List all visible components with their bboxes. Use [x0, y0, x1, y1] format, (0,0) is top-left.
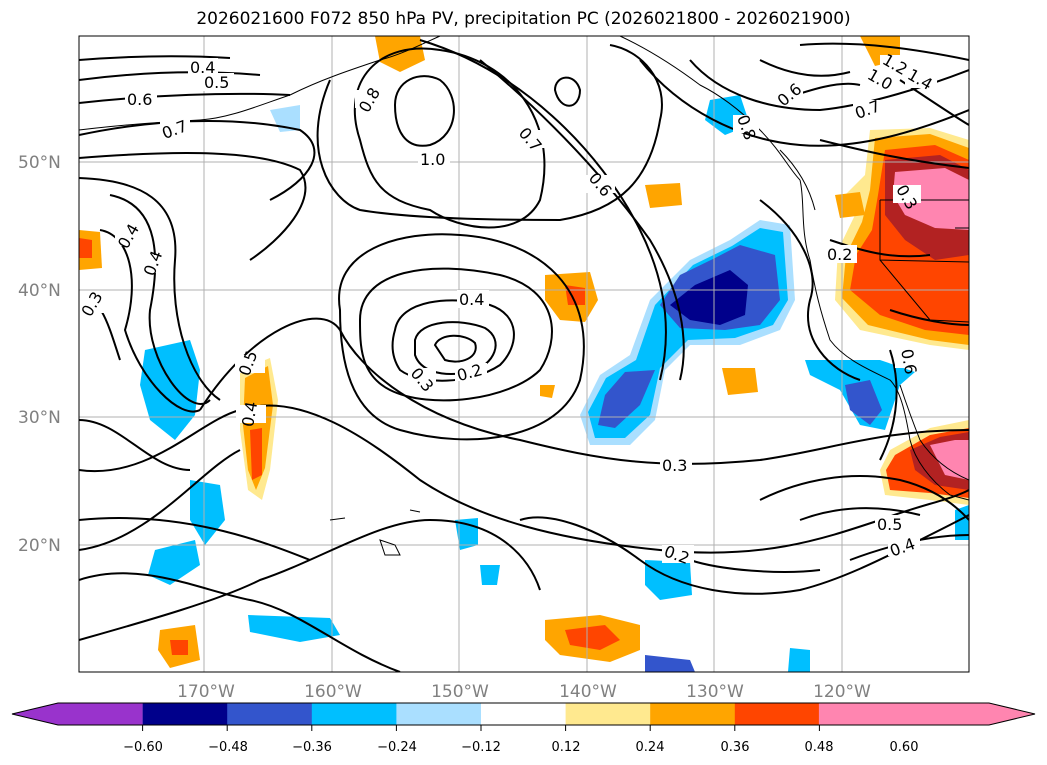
- lon-label: 150°W: [431, 682, 489, 702]
- colorbar-outline: [11, 702, 1036, 726]
- shade-neg-main-5: [670, 270, 748, 325]
- lat-label: 30°N: [18, 408, 61, 428]
- colorbar-swatch: [650, 703, 736, 725]
- colorbar-swatch: [142, 703, 228, 725]
- colorbar-swatches: [12, 703, 1035, 725]
- map-area: 0.4 0.5 0.6 0.7 0.8 1.0 0.7 0.6 0.6 0.8 …: [79, 36, 969, 672]
- shade-neg-w8: [788, 648, 810, 672]
- shade-pos-5b: [565, 625, 620, 650]
- colorbar-ticks: [142, 725, 820, 731]
- lat-label: 50°N: [18, 153, 61, 173]
- contour-label: 0.2: [827, 245, 852, 264]
- shade-pos-7: [645, 183, 682, 208]
- contour-label: 1.0: [420, 150, 445, 169]
- shade-neg-main-4: [598, 370, 655, 428]
- shade-pos-12b: [79, 238, 92, 258]
- colorbar-swatch: [227, 703, 313, 725]
- map-title: 2026021600 F072 850 hPa PV, precipitatio…: [196, 9, 851, 29]
- shade-neg-w11: [955, 505, 969, 540]
- lon-label: 120°W: [813, 682, 871, 702]
- lon-label: 170°W: [177, 682, 235, 702]
- colorbar-swatch: [818, 703, 1035, 725]
- lat-labels: 50°N 40°N 30°N 20°N: [18, 153, 61, 556]
- shade-pos-8: [722, 368, 758, 395]
- coastlines: [79, 36, 969, 556]
- pv-contours: [79, 39, 969, 672]
- shade-neg-w6: [480, 565, 500, 585]
- shade-pos-2: [243, 366, 273, 490]
- colorbar-label: −0.48: [208, 740, 248, 755]
- colorbar-labels: −0.60 −0.48 −0.36 −0.24 −0.12 0.12 0.24 …: [123, 740, 918, 755]
- contour-label: 0.4: [190, 58, 215, 77]
- shade-pos-13: [835, 192, 865, 218]
- shade-neg-w1: [140, 340, 200, 440]
- contour-label: 0.6: [897, 347, 920, 375]
- shading-layer: [79, 36, 969, 672]
- shade-neg-socal-2: [845, 380, 882, 425]
- lat-label: 40°N: [18, 281, 61, 301]
- colorbar: −0.60 −0.48 −0.36 −0.24 −0.12 0.12 0.24 …: [11, 702, 1036, 755]
- lon-label: 160°W: [304, 682, 362, 702]
- colorbar-label: 0.12: [552, 740, 581, 755]
- lat-label: 20°N: [18, 536, 61, 556]
- colorbar-swatch: [12, 703, 143, 725]
- colorbar-label: 0.36: [721, 740, 750, 755]
- shade-neg-w3: [148, 540, 200, 585]
- shade-neg-w9: [645, 655, 695, 672]
- shade-pos-10: [375, 36, 425, 72]
- lon-label: 140°W: [559, 682, 617, 702]
- gridlines: [79, 36, 969, 672]
- colorbar-label: −0.36: [292, 740, 332, 755]
- colorbar-label: 0.48: [805, 740, 834, 755]
- colorbar-label: −0.24: [377, 740, 417, 755]
- colorbar-swatch: [481, 703, 567, 725]
- colorbar-label: 0.24: [636, 740, 665, 755]
- colorbar-label: −0.12: [461, 740, 501, 755]
- shade-neg-w4: [248, 615, 340, 642]
- contour-label: 0.4: [238, 400, 261, 428]
- contour-label: 0.6: [127, 90, 152, 109]
- contour-label: 0.5: [204, 73, 229, 92]
- colorbar-swatch: [565, 703, 651, 725]
- colorbar-swatch: [396, 703, 482, 725]
- contour-label: 0.4: [459, 290, 484, 309]
- contour-label: 0.3: [662, 456, 687, 475]
- contour-label: 0.5: [877, 515, 902, 534]
- colorbar-label: −0.60: [123, 740, 163, 755]
- map-frame: [78, 35, 970, 673]
- lon-label: 130°W: [686, 682, 744, 702]
- shade-pos-6b: [170, 640, 188, 655]
- colorbar-swatch: [734, 703, 820, 725]
- shade-pos-pnw-5: [893, 168, 969, 230]
- shade-pos-3: [250, 428, 262, 480]
- shade-pos-baja-4: [930, 440, 969, 480]
- shade-pos-9: [540, 385, 555, 398]
- colorbar-label: 0.60: [890, 740, 919, 755]
- lon-labels: 170°W 160°W 150°W 140°W 130°W 120°W: [177, 682, 871, 702]
- colorbar-swatch: [311, 703, 397, 725]
